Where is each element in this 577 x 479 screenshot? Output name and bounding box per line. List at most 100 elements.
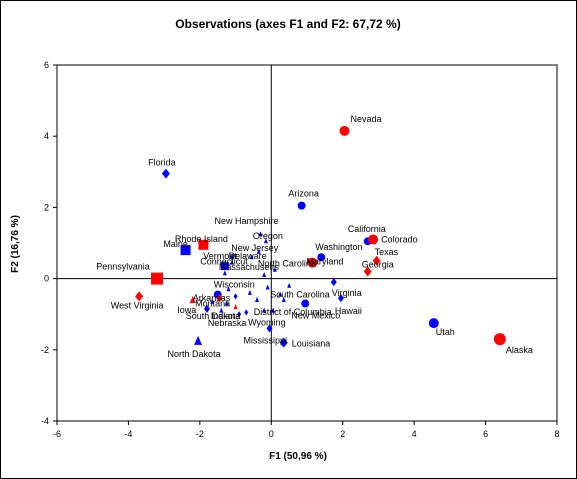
point-label: Pennsylvania <box>96 262 150 272</box>
point-label: Georgia <box>362 259 394 269</box>
data-point <box>493 333 506 346</box>
data-point-unlabeled <box>255 296 259 302</box>
data-point <box>230 254 234 261</box>
data-point-unlabeled <box>226 286 231 292</box>
data-point <box>258 231 263 237</box>
point-label: Hawaii <box>335 306 362 316</box>
point-label: Delaware <box>229 251 267 261</box>
data-point <box>307 257 318 268</box>
y-tick-label: 2 <box>44 202 49 212</box>
point-label: California <box>348 224 386 234</box>
x-tick-label: 4 <box>412 429 417 439</box>
data-point <box>266 324 273 333</box>
point-label: Mississippi <box>244 335 288 345</box>
data-point <box>317 253 326 262</box>
point-label: New Hampshire <box>215 216 279 226</box>
point-label: North Dakota <box>168 349 221 359</box>
chart-title: Observations (axes F1 and F2: 67,72 %) <box>175 17 400 31</box>
data-point <box>151 272 163 285</box>
point-label: District of Columbia <box>254 307 332 317</box>
data-point <box>249 254 254 260</box>
data-point-unlabeled <box>233 293 238 300</box>
data-point <box>363 266 372 277</box>
x-tick-label: -2 <box>196 429 204 439</box>
point-label: North Carolina <box>258 259 316 269</box>
point-labels: Nevada Florida Arizona New Hampshire Califor… <box>96 114 533 359</box>
data-point-unlabeled <box>219 307 224 313</box>
y-axis-label: F2 (16,76 %) <box>10 215 21 273</box>
data-point <box>237 311 242 318</box>
data-point-unlabeled <box>244 309 249 316</box>
data-point <box>428 318 439 329</box>
data-point <box>262 307 267 313</box>
point-label: Massachusetts <box>219 262 280 272</box>
point-label: Louisiana <box>292 339 331 349</box>
point-label: Vermont <box>203 251 237 261</box>
point-label: New Mexico <box>291 311 340 321</box>
data-point <box>194 335 203 345</box>
data-point-unlabeled <box>262 272 267 278</box>
point-label: Rhode Island <box>175 234 228 244</box>
point-label: Arkansas <box>193 293 231 303</box>
x-tick-label: 8 <box>554 429 559 439</box>
point-label: Wyoming <box>248 318 285 328</box>
point-label: Oregon <box>253 231 283 241</box>
data-point <box>230 259 234 265</box>
x-axis-label: F1 (50,96 %) <box>269 451 327 462</box>
data-point <box>198 239 209 250</box>
point-label: Virginia <box>332 288 362 298</box>
data-point <box>135 291 144 302</box>
y-tick-label: 4 <box>44 131 49 141</box>
data-point <box>330 278 337 287</box>
point-label: Indiana <box>211 311 241 321</box>
x-tick-labels: -6 -4 -2 0 2 4 6 8 <box>53 421 560 439</box>
point-label: Alaska <box>506 345 533 355</box>
data-point <box>272 266 277 272</box>
data-point <box>278 291 283 297</box>
data-point <box>297 201 306 210</box>
y-tick-label: 0 <box>44 274 49 284</box>
data-point <box>189 295 196 303</box>
data-point <box>256 248 261 254</box>
point-label: Texas <box>375 247 399 257</box>
data-point <box>281 296 286 302</box>
point-label: Montana <box>195 299 230 309</box>
data-point <box>372 255 381 266</box>
data-point <box>337 294 344 303</box>
data-point <box>204 304 210 313</box>
point-label: South Carolina <box>270 290 330 300</box>
data-point-unlabeled <box>247 289 252 295</box>
data-points <box>135 125 506 348</box>
data-point <box>301 299 310 308</box>
data-point-unlabeled <box>287 282 292 288</box>
point-label: Maryland <box>306 257 343 267</box>
x-tick-label: -4 <box>124 429 132 439</box>
data-point <box>161 168 170 179</box>
point-label: Iowa <box>177 305 196 315</box>
y-tick-label: -4 <box>41 416 49 426</box>
data-point <box>216 294 223 303</box>
data-point-unlabeled <box>271 307 276 313</box>
data-point-unlabeled <box>222 270 227 276</box>
data-point <box>224 300 229 306</box>
point-label: Connecticut <box>200 257 248 267</box>
point-label: West Virginia <box>111 300 164 310</box>
point-label: Nebraska <box>208 318 247 328</box>
data-point <box>339 125 350 136</box>
data-point <box>220 262 229 271</box>
point-label: Washington <box>315 242 362 252</box>
point-label: Maine <box>163 239 188 249</box>
x-tick-label: 0 <box>269 429 274 439</box>
y-tick-label: -2 <box>41 345 49 355</box>
data-point-unlabeled <box>210 298 215 304</box>
x-tick-label: 2 <box>340 429 345 439</box>
data-point-unlabeled <box>265 284 270 290</box>
data-point <box>263 238 268 244</box>
point-label: Wisconsin <box>214 280 255 290</box>
point-label: Nevada <box>351 114 382 124</box>
data-point <box>233 304 238 310</box>
point-label: Florida <box>148 158 176 168</box>
data-point <box>180 245 191 256</box>
